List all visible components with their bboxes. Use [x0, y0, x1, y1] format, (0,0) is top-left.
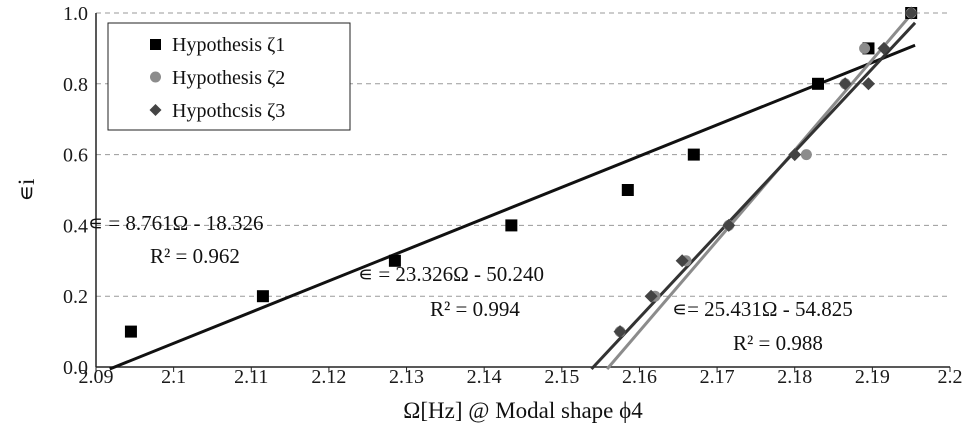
data-point-circle [800, 149, 812, 161]
y-tick-labels: 0.0 0.2 0.4 0.6 0.8 1.0 [63, 3, 88, 379]
legend-label-2: Hypothesis ζ2 [172, 67, 285, 89]
y-axis-title: ∊i [14, 179, 39, 202]
data-point-diamond [675, 254, 689, 268]
data-point-diamond [644, 289, 658, 303]
data-point-diamond [877, 41, 891, 55]
data-point-square [621, 184, 634, 196]
legend-marker-circle [150, 71, 161, 83]
data-point-square [388, 254, 401, 267]
x-tick-label: 2.16 [622, 366, 657, 388]
data-point-square [812, 77, 825, 90]
legend-label-3: Hypothcsis ζ3 [172, 100, 285, 122]
x-tick-label: 2.15 [544, 366, 579, 388]
y-tick-label: 0.4 [63, 215, 88, 237]
trendline-equation-3: ∊= 25.431Ω - 54.825 [672, 297, 853, 321]
x-tick-label: 2.11 [234, 366, 268, 388]
data-point-square [124, 325, 137, 338]
x-tick-label: 2.2 [938, 366, 963, 388]
x-tick-label: 2.17 [700, 366, 735, 388]
y-tick-label: 0.0 [63, 357, 88, 379]
legend-marker-diamond [149, 104, 162, 116]
data-point-diamond [904, 6, 918, 20]
x-tick-label: 2.19 [855, 366, 890, 388]
data-point-square [256, 290, 269, 303]
y-tick-label: 0.2 [63, 286, 88, 308]
legend-marker-square [150, 39, 161, 50]
legend-box [107, 22, 351, 131]
legend-label-1: Hypothesis ζ1 [172, 34, 285, 56]
data-point-square [687, 148, 700, 161]
data-points [124, 6, 918, 339]
data-point-diamond [838, 77, 852, 91]
y-tick-label: 0.8 [63, 74, 88, 96]
x-tick-label: 2.14 [467, 366, 502, 388]
trendline-r2-1: R² = 0.962 [150, 244, 240, 268]
trendline-equation-2: ∊ = 23.326Ω - 50.240 [358, 262, 544, 286]
x-tick-labels: 2.09 2.1 2.11 2.12 2.13 2.14 2.15 2.16 2.17 2.18 2… [79, 366, 963, 388]
y-tick-label: 1.0 [63, 3, 88, 25]
legend: Hypothesis ζ1 Hypothesis ζ2 Hypothcsis ζ… [107, 22, 351, 131]
data-point-circle [859, 42, 871, 54]
x-tick-label: 2.13 [389, 366, 424, 388]
trendline [109, 43, 916, 371]
trendline-r2-2: R² = 0.994 [430, 297, 520, 321]
data-point-square [505, 219, 518, 232]
trendlines [109, 8, 917, 371]
y-tick-label: 0.6 [63, 145, 88, 167]
x-tick-label: 2.18 [777, 366, 812, 388]
x-tick-label: 2.09 [79, 366, 114, 388]
x-axis-title: Ω[Hz] @ Modal shape ϕ4 [403, 398, 643, 423]
data-point-diamond [722, 218, 736, 232]
data-point-diamond [861, 77, 875, 91]
trendline-r2-3: R² = 0.988 [733, 331, 823, 355]
x-tick-label: 2.1 [161, 366, 186, 388]
x-tick-label: 2.12 [311, 366, 346, 388]
trendline [590, 21, 917, 371]
data-point-diamond [788, 148, 802, 162]
trendline-equation-1: ∊ = 8.761Ω - 18.326 [88, 211, 264, 235]
data-point-diamond [613, 325, 627, 339]
